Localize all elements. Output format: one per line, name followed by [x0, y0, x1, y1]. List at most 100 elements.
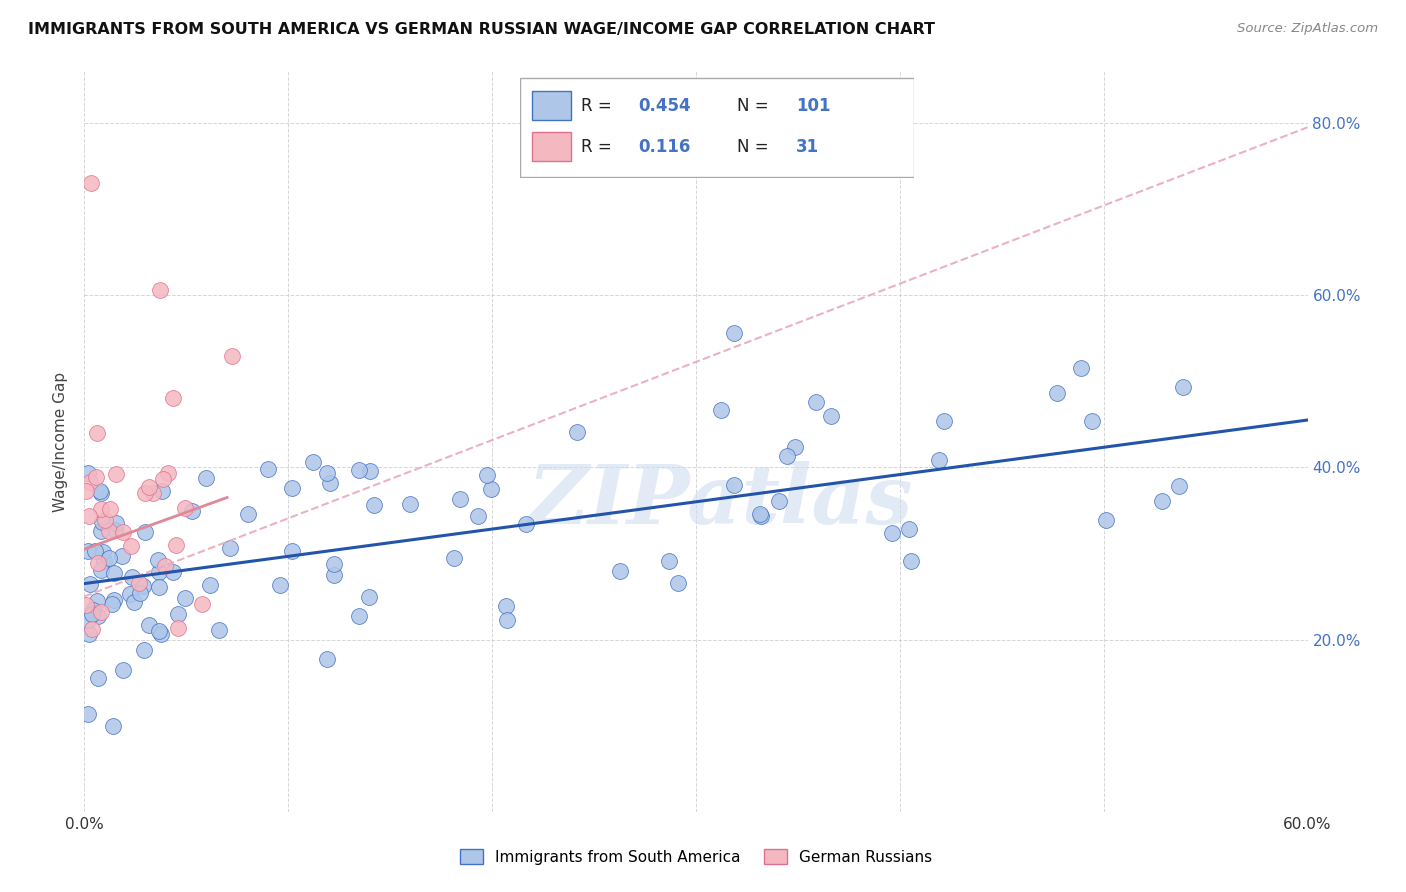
Point	[820, 409, 842, 423]
Point	[148, 566, 170, 580]
Point	[475, 468, 498, 483]
Text: N =: N =	[737, 137, 768, 156]
Point	[128, 575, 150, 590]
Point	[87, 671, 110, 685]
Point	[363, 498, 385, 512]
Point	[152, 472, 174, 486]
Point	[104, 523, 127, 537]
Point	[1046, 385, 1069, 400]
Point	[120, 587, 142, 601]
Point	[495, 599, 517, 613]
Point	[269, 577, 291, 591]
Point	[86, 425, 108, 440]
Point	[173, 591, 195, 605]
Point	[315, 652, 337, 666]
Point	[75, 483, 97, 498]
Point	[398, 497, 420, 511]
Point	[90, 485, 112, 500]
Point	[103, 592, 125, 607]
Point	[84, 469, 107, 483]
Point	[347, 463, 370, 477]
Point	[180, 504, 202, 518]
Point	[165, 538, 187, 552]
Point	[302, 455, 325, 469]
Point	[804, 394, 827, 409]
Point	[110, 549, 132, 564]
Point	[167, 607, 190, 621]
Point	[238, 507, 260, 521]
Text: 0.454: 0.454	[638, 96, 690, 115]
Point	[91, 545, 114, 559]
Point	[82, 622, 104, 636]
Point	[467, 509, 489, 524]
Point	[928, 453, 950, 467]
Point	[449, 491, 471, 506]
Point	[90, 502, 112, 516]
Point	[198, 578, 221, 592]
Point	[162, 565, 184, 579]
Point	[94, 513, 117, 527]
Point	[155, 559, 177, 574]
Point	[75, 598, 97, 612]
Point	[146, 553, 169, 567]
Point	[666, 575, 689, 590]
Point	[565, 425, 588, 439]
Point	[80, 176, 103, 190]
Point	[776, 449, 799, 463]
Point	[142, 486, 165, 500]
Legend: Immigrants from South America, German Russians: Immigrants from South America, German Ru…	[454, 843, 938, 871]
Point	[105, 516, 128, 530]
Point	[1080, 415, 1102, 429]
Point	[709, 403, 731, 417]
Point	[1094, 513, 1116, 527]
Point	[257, 462, 280, 476]
Point	[515, 516, 537, 531]
Point	[134, 642, 156, 657]
Point	[93, 554, 115, 568]
Point	[101, 597, 124, 611]
Text: R =: R =	[581, 96, 612, 115]
Point	[723, 326, 745, 340]
Point	[77, 466, 100, 480]
Point	[79, 577, 101, 591]
Point	[932, 414, 955, 428]
Point	[149, 283, 172, 297]
Point	[129, 586, 152, 600]
Point	[77, 543, 100, 558]
Point	[134, 524, 156, 539]
Point	[219, 541, 242, 555]
Point	[1070, 361, 1092, 376]
Point	[77, 613, 100, 627]
Text: ZIPatlas: ZIPatlas	[527, 461, 912, 541]
Point	[77, 627, 100, 641]
Point	[86, 594, 108, 608]
Point	[900, 554, 922, 568]
Point	[162, 392, 184, 406]
Point	[322, 557, 344, 571]
Point	[280, 482, 302, 496]
Point	[749, 509, 772, 524]
Point	[359, 591, 381, 605]
Point	[898, 522, 921, 536]
Point	[208, 623, 231, 637]
Point	[658, 554, 681, 568]
Point	[89, 483, 111, 498]
Point	[347, 609, 370, 624]
Point	[103, 566, 125, 580]
Point	[148, 624, 170, 638]
Point	[723, 478, 745, 492]
Point	[316, 466, 339, 480]
Point	[101, 718, 124, 732]
Point	[319, 476, 342, 491]
Y-axis label: Wage/Income Gap: Wage/Income Gap	[53, 371, 69, 512]
FancyBboxPatch shape	[531, 132, 571, 161]
Point	[221, 349, 243, 363]
Point	[111, 663, 134, 677]
Point	[134, 486, 156, 500]
Point	[80, 607, 103, 622]
Point	[479, 483, 502, 497]
Text: IMMIGRANTS FROM SOUTH AMERICA VS GERMAN RUSSIAN WAGE/INCOME GAP CORRELATION CHAR: IMMIGRANTS FROM SOUTH AMERICA VS GERMAN …	[28, 22, 935, 37]
Point	[82, 603, 104, 617]
FancyBboxPatch shape	[531, 91, 571, 120]
Point	[138, 479, 160, 493]
